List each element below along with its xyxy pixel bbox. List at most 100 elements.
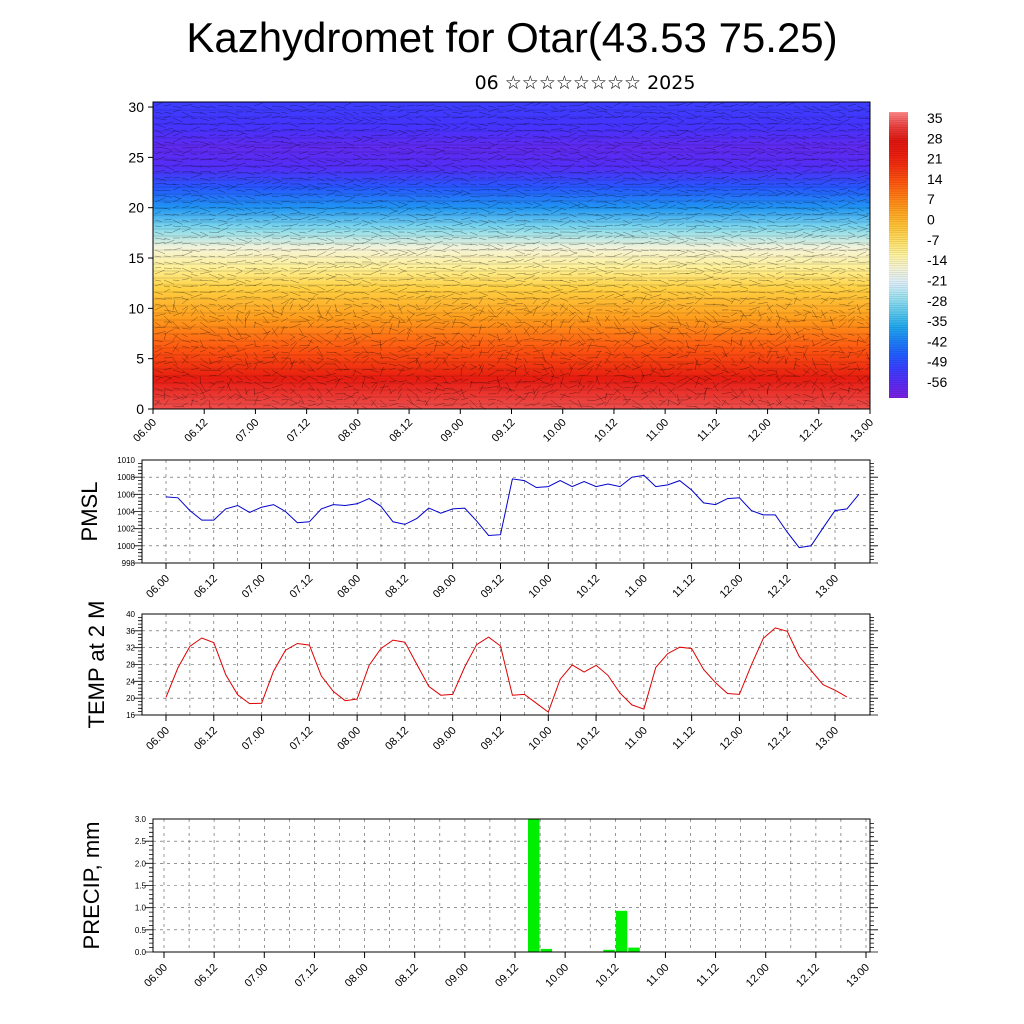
wind-vectors [154, 102, 870, 409]
y-tick-label: 1000 [117, 542, 135, 551]
colorbar-label: 28 [927, 130, 943, 146]
section-y-tick-label: 0 [136, 401, 144, 417]
x-tick-label: 09.12 [493, 962, 521, 990]
section-y-tick-label: 20 [128, 200, 144, 216]
x-tick-label: 06.12 [192, 573, 220, 601]
x-tick-label: 12.12 [765, 725, 793, 753]
cross-section-panel: 0 5 10 15 20 25 30 06.00 06.12 07.00 07.12 08.00 08.… [128, 99, 947, 445]
section-x-tick-label: 08.00 [336, 417, 364, 445]
y-minor-ticks [145, 823, 878, 953]
section-x-tick-label: 10.12 [592, 417, 620, 445]
y-tick-label: 1002 [117, 525, 135, 534]
x-tick-label: 07.00 [240, 725, 268, 753]
x-tick-label: 09.00 [431, 725, 459, 753]
x-tick-label: 07.12 [293, 962, 321, 990]
colorbar-label: 0 [927, 212, 935, 228]
section-y-tick-label: 15 [128, 250, 144, 266]
section-x-tick-label: 11.00 [644, 417, 671, 444]
x-tick-label: 11.00 [644, 962, 671, 989]
section-y-tick-label: 10 [128, 300, 144, 316]
section-y-tick-label: 30 [128, 99, 144, 115]
y-axis-title: TEMP at 2 M [84, 601, 109, 729]
x-tick-label: 11.00 [623, 725, 650, 752]
y-tick-label: 16 [126, 711, 135, 720]
x-tick-label: 11.12 [670, 725, 697, 752]
section-x-tick-label: 06.00 [131, 417, 159, 445]
y-tick-label: 2.0 [135, 859, 147, 868]
section-x-tick-label: 09.12 [490, 417, 518, 445]
section-x-tick-label: 08.12 [387, 417, 415, 445]
series-line [165, 627, 848, 713]
section-x-tick-label: 11.12 [695, 417, 722, 444]
x-tick-label: 09.00 [431, 573, 459, 601]
x-tick-label: 10.00 [526, 725, 554, 753]
x-tick-label: 07.00 [242, 962, 270, 990]
precip-bar [528, 819, 540, 952]
colorbar-label: 21 [927, 151, 943, 167]
colorbar-label: -42 [927, 333, 947, 349]
x-tick-label: 12.00 [744, 962, 772, 990]
x-tick-label: 06.12 [192, 725, 220, 753]
colorbar-label: -21 [927, 272, 947, 288]
x-tick-label: 08.00 [335, 573, 363, 601]
y-tick-label: 0.5 [135, 926, 147, 935]
y-tick-label: 1.0 [135, 904, 147, 913]
colorbar-label: 7 [927, 191, 935, 207]
pmsl-panel: 998 1000 1002 1004 1006 1008 1010 06.00 06.12 07.… [77, 456, 878, 601]
x-tick-label: 09.12 [479, 725, 507, 753]
x-tick-label: 07.00 [240, 573, 268, 601]
section-x-tick-label: 13.00 [848, 417, 876, 445]
y-tick-label: 998 [122, 559, 136, 568]
x-tick-label: 12.00 [718, 573, 746, 601]
y-tick-label: 1.5 [135, 882, 147, 891]
y-tick-label: 1004 [117, 508, 135, 517]
x-tick-label: 10.00 [526, 573, 554, 601]
x-tick-label: 09.12 [479, 573, 507, 601]
x-tick-label: 12.12 [794, 962, 822, 990]
x-tick-label: 09.00 [443, 962, 471, 990]
colorbar-label: 35 [927, 110, 943, 126]
x-tick-label: 08.12 [393, 962, 421, 990]
y-tick-label: 40 [126, 610, 135, 619]
colorbar-label: -7 [927, 232, 940, 248]
y-minor-ticks [134, 463, 878, 564]
colorbar-bands [889, 113, 908, 398]
x-tick-label: 08.00 [335, 725, 363, 753]
y-tick-label: 1010 [117, 456, 135, 465]
y-tick-label: 1008 [117, 473, 135, 482]
x-tick-label: 10.12 [574, 573, 602, 601]
x-tick-label: 11.00 [623, 573, 650, 600]
x-tick-label: 08.00 [343, 962, 371, 990]
y-tick-label: 0.0 [135, 948, 147, 957]
x-tick-label: 13.00 [813, 573, 841, 601]
colorbar-label: -14 [927, 252, 947, 268]
y-tick-label: 20 [126, 694, 135, 703]
grid-lines [142, 614, 870, 715]
x-tick-label: 07.12 [288, 573, 316, 601]
x-tick-label: 10.12 [593, 962, 621, 990]
colorbar-label: 14 [927, 171, 943, 187]
grid-lines [142, 460, 870, 563]
section-x-tick-label: 10.00 [541, 417, 569, 445]
x-tick-label: 10.00 [543, 962, 571, 990]
section-y-tick-label: 5 [136, 351, 144, 367]
x-tick-label: 08.12 [383, 573, 411, 601]
y-tick-label: 32 [126, 644, 135, 653]
y-tick-label: 2.5 [135, 837, 147, 846]
page-subtitle: 06 ☆☆☆☆☆☆☆☆ 2025 [474, 72, 696, 94]
x-tick-label: 11.12 [670, 573, 697, 600]
x-tick-label: 06.00 [144, 573, 172, 601]
x-tick-label: 13.00 [844, 962, 872, 990]
contour-lines [153, 109, 870, 405]
section-y-tick-label: 25 [128, 149, 144, 165]
x-tick-label: 06.12 [192, 962, 220, 990]
temperature-field [153, 102, 870, 409]
x-tick-label: 06.00 [142, 962, 170, 990]
y-axis-title: PMSL [77, 482, 102, 542]
section-x-tick-label: 12.12 [797, 417, 825, 445]
y-axis-title: PRECIP, mm [79, 822, 104, 950]
section-x-tick-label: 12.00 [746, 417, 774, 445]
section-x-tick-label: 07.00 [234, 417, 262, 445]
temp-panel: 16 20 24 28 32 36 40 06.00 06.12 07.00 07.12 08.00 0… [84, 601, 878, 753]
